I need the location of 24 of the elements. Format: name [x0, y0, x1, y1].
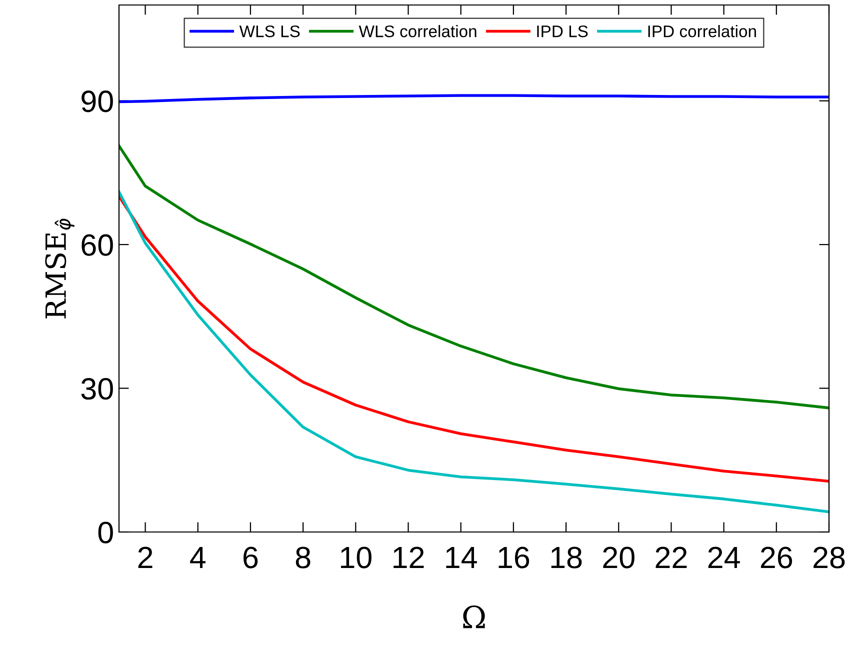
y-tick-label: 0	[98, 522, 113, 544]
x-tick-label: 22	[656, 546, 687, 568]
legend-label: IPD correlation	[648, 25, 756, 38]
x-tick-label: 14	[446, 547, 477, 568]
y-tick-label: 30	[81, 378, 113, 400]
legend-label: IPD LS	[537, 25, 588, 38]
x-tick-label: 16	[498, 546, 530, 568]
x-tick-label: 28	[814, 546, 845, 568]
x-tick-label: 20	[603, 546, 634, 568]
y-axis-title: RMSE$_{φ̂}$	[45, 218, 74, 318]
legend-label: WLS correlation	[358, 25, 476, 38]
x-tick-label: 10	[341, 546, 372, 568]
x-tick-label: 18	[551, 546, 582, 568]
legend-label: WLS LS	[239, 25, 300, 38]
x-tick-label: 8	[296, 546, 310, 568]
x-tick-label: 4	[190, 547, 206, 568]
x-tick-label: 12	[394, 546, 424, 568]
x-tick-label: 26	[760, 546, 792, 568]
y-tick-label: 60	[82, 234, 113, 256]
x-tick-label: 2	[138, 546, 152, 568]
x-axis-title: Ω	[463, 605, 485, 628]
x-tick-label: 24	[708, 546, 740, 568]
x-tick-label: 6	[244, 546, 258, 568]
y-tick-label: 90	[82, 90, 113, 112]
